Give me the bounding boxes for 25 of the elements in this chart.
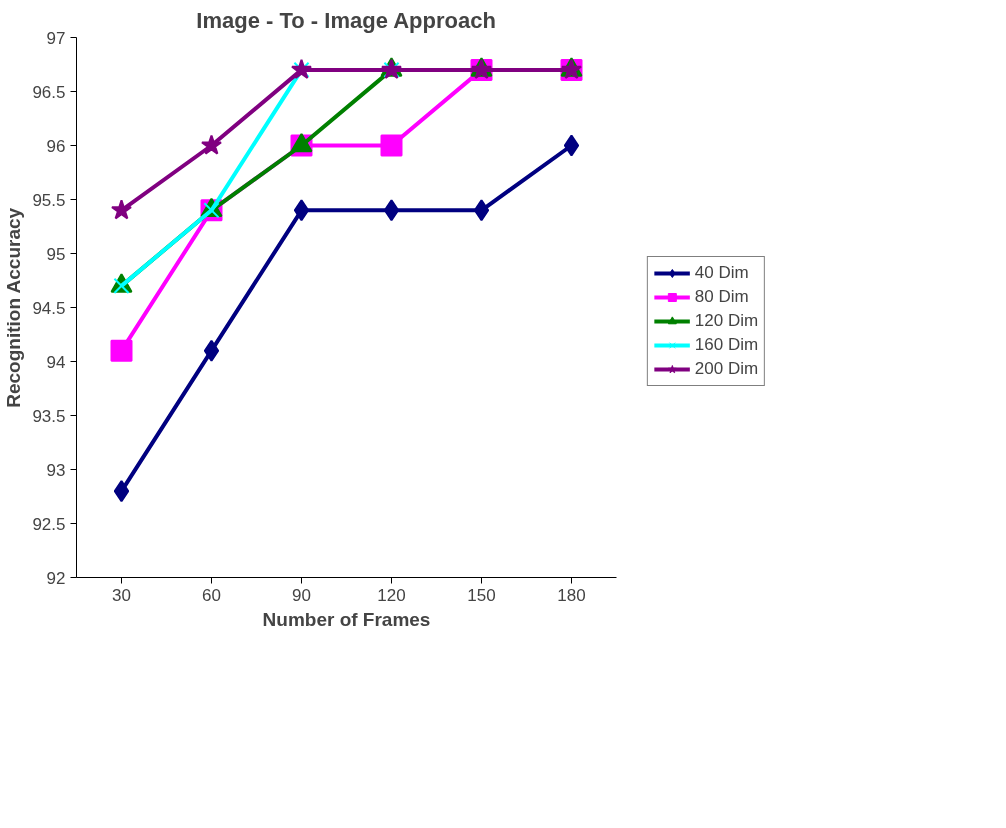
chart-title: Image - To - Image Approach bbox=[196, 7, 496, 33]
x-axis-title: Number of Frames bbox=[262, 608, 431, 630]
x-tick-label: 180 bbox=[557, 585, 586, 605]
y-tick-label: 96.5 bbox=[32, 82, 66, 102]
x-tick-label: 150 bbox=[467, 585, 496, 605]
y-tick-label: 95.5 bbox=[32, 190, 66, 210]
y-tick-label: 93.5 bbox=[32, 406, 66, 426]
y-tick-label: 94.5 bbox=[32, 298, 66, 318]
legend-label: 120 Dim bbox=[694, 311, 759, 331]
y-tick-label: 92.5 bbox=[32, 514, 66, 534]
legend-label: 40 Dim bbox=[694, 263, 749, 283]
y-tick-label: 92 bbox=[46, 568, 66, 588]
legend-label: 160 Dim bbox=[694, 335, 759, 355]
y-tick-label: 97 bbox=[46, 28, 66, 48]
y-axis-title: Recognition Accuracy bbox=[3, 207, 25, 408]
x-tick-label: 60 bbox=[202, 585, 221, 605]
y-tick-label: 94 bbox=[46, 352, 66, 372]
y-tick-label: 93 bbox=[46, 460, 66, 480]
y-tick-label: 96 bbox=[46, 136, 66, 156]
x-tick-label: 30 bbox=[112, 585, 131, 605]
legend-label: 80 Dim bbox=[694, 287, 749, 307]
y-tick-label: 95 bbox=[46, 244, 66, 264]
x-tick-label: 90 bbox=[292, 585, 311, 605]
x-tick-label: 120 bbox=[377, 585, 406, 605]
legend-label: 200 Dim bbox=[694, 359, 759, 379]
